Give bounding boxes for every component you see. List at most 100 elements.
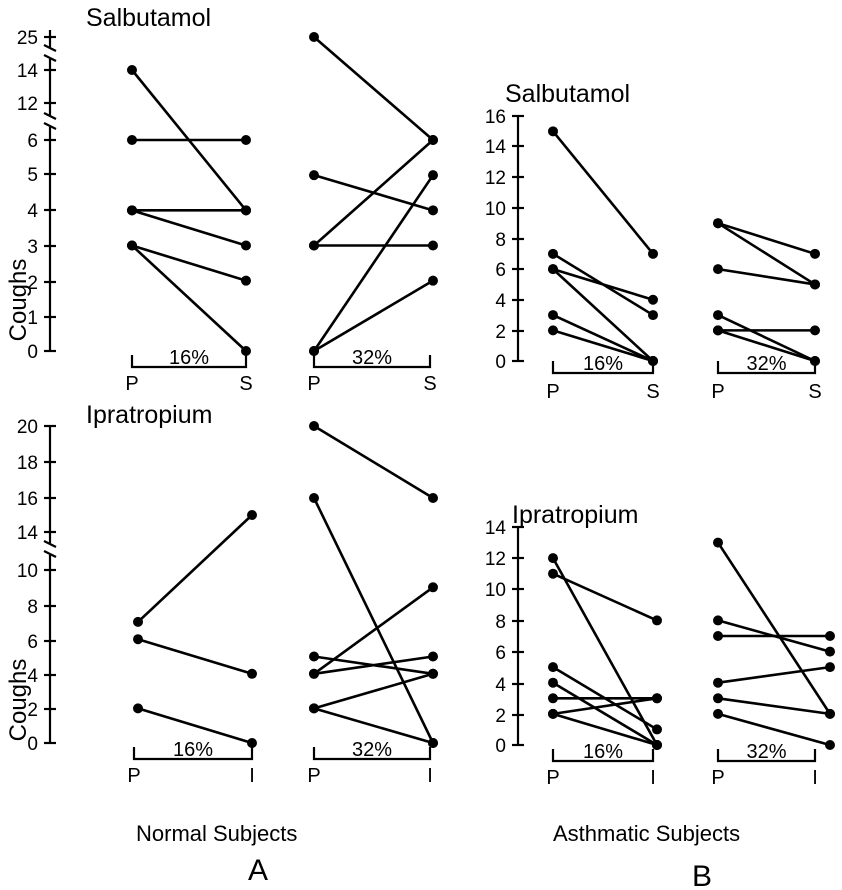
B_ipra-x-label-after: I — [812, 767, 818, 789]
points-layer — [127, 32, 835, 750]
B_ipra-point-after — [825, 740, 835, 750]
A_ipra-condition-label: 32% — [352, 739, 392, 761]
B_salb-pair-line — [717, 222, 816, 286]
B_ipra-x-label-before: P — [546, 767, 559, 789]
B_salb-pair-line — [717, 329, 816, 363]
B_ipra-y-tick-label: 10 — [485, 580, 506, 601]
B_ipra-point-after — [652, 740, 662, 750]
A_salb-point-after — [428, 240, 438, 251]
B_ipra-pair-line — [551, 557, 659, 746]
A_ipra-x-label-after: I — [427, 765, 433, 787]
B_ipra-pair-line — [717, 665, 831, 685]
A_ipra-axis-break-mark — [43, 550, 57, 558]
A_ipra-y-tick-label: 8 — [27, 597, 38, 618]
A_ipra-y-label: Coughs — [5, 659, 32, 742]
A_ipra-condition-label: 16% — [173, 739, 213, 761]
B_salb-point-before — [548, 310, 558, 321]
A_ipra-y-tick-label: 14 — [17, 523, 39, 544]
B_salb-pair-line — [552, 267, 654, 301]
A_ipra-point-after — [428, 738, 438, 748]
B_ipra-title: Ipratropium — [512, 501, 638, 529]
A_salb-point-before — [309, 240, 319, 251]
B_salb-pair-line — [552, 329, 654, 363]
B_ipra-y-tick-label: 12 — [485, 549, 506, 570]
A_salb-condition-label: 16% — [169, 347, 209, 369]
B_salb-y-tick-label: 14 — [485, 137, 507, 158]
B_salb-pair-line — [717, 221, 816, 256]
B_ipra-x-label-before: P — [711, 767, 724, 789]
B_ipra-pair-line — [552, 697, 658, 716]
A_ipra-point-after — [428, 493, 438, 503]
B_salb-y-tick-label: 4 — [495, 291, 506, 312]
A_ipra-pair-line — [137, 707, 253, 745]
A_ipra-y-tick-label: 20 — [17, 417, 38, 438]
B_ipra-point-before — [713, 537, 723, 548]
A_salb-point-after — [241, 205, 251, 216]
A_salb-condition-bracket — [130, 355, 248, 369]
A_salb-point-before — [127, 240, 137, 251]
group-label-asthmatic: Asthmatic Subjects — [553, 821, 740, 846]
A_salb-point-after — [428, 135, 438, 145]
B_salb-point-before — [548, 264, 558, 275]
A_ipra-pair-line — [137, 514, 253, 623]
A_salb-y-tick-label: 0 — [27, 342, 38, 363]
B_ipra-point-after — [825, 631, 835, 641]
B_ipra-point-before — [548, 708, 558, 719]
A_salb-point-before — [309, 346, 319, 356]
panel-letter-a: A — [248, 854, 268, 887]
A_ipra-pair-line — [137, 637, 253, 676]
B_salb-condition-label: 16% — [583, 353, 623, 375]
A_salb-y-tick-label: 4 — [27, 201, 38, 222]
B_ipra-condition-label: 16% — [583, 741, 623, 763]
B_salb-pair-line — [552, 268, 654, 362]
B_ipra-pair-line — [717, 696, 831, 716]
A_ipra-point-after — [247, 668, 257, 679]
A_ipra-x-label-after: I — [249, 765, 255, 787]
A_salb-y-tick-label: 14 — [17, 61, 39, 82]
B_ipra-pair-line — [716, 541, 832, 715]
B_ipra-pair-line — [717, 712, 831, 747]
B_salb-point-before — [713, 325, 723, 336]
B_ipra-y-tick-label: 2 — [495, 706, 506, 727]
A_salb-point-after — [241, 240, 251, 251]
A_salb-point-before — [309, 170, 319, 181]
B_salb-condition-bracket — [716, 361, 817, 375]
A_salb-pair-line — [313, 279, 434, 353]
B_salb-point-before — [713, 310, 723, 321]
A_salb-y-tick-label: 5 — [27, 165, 38, 186]
A_salb-point-after — [428, 170, 438, 181]
B_salb-pair-line — [551, 130, 655, 255]
B_ipra-point-after — [825, 646, 835, 657]
panel-letter-b: B — [692, 860, 712, 890]
A_salb-x-label-before: P — [307, 373, 320, 395]
B_ipra-point-after — [652, 693, 662, 704]
B_salb-point-before — [713, 218, 723, 229]
A_ipra-y-tick-label: 6 — [27, 632, 38, 653]
B_salb-y-tick-label: 8 — [495, 230, 506, 251]
A_ipra-point-before — [133, 616, 143, 627]
B_salb-pair-line — [552, 313, 654, 363]
A_salb-point-before — [309, 32, 319, 42]
B_ipra-condition-bracket — [716, 749, 817, 763]
A_ipra-pair-line — [313, 655, 434, 676]
B_ipra-point-after — [652, 724, 662, 735]
B_salb-y-tick-label: 10 — [485, 199, 506, 220]
A_salb-point-after — [428, 275, 438, 286]
A_salb-x-label-before: P — [125, 373, 138, 395]
B_salb-condition-label: 32% — [746, 353, 786, 375]
B_salb-pair-line — [717, 313, 816, 363]
A_salb-point-after — [241, 346, 251, 356]
A_salb-pair-line — [131, 209, 247, 247]
A_salb-axis-break-mark — [43, 54, 57, 62]
A_ipra-axis-break-mark — [43, 540, 57, 548]
B_ipra-condition-label: 32% — [746, 741, 786, 763]
B_salb-point-after — [648, 356, 658, 366]
A_ipra-y-tick-label: 18 — [17, 453, 38, 474]
A_ipra-y-tick-label: 2 — [27, 700, 38, 721]
A_salb-y-tick-label: 12 — [17, 94, 38, 115]
B_salb-point-after — [810, 325, 820, 336]
A_salb-pair-line — [131, 244, 247, 282]
B_ipra-y-tick-label: 4 — [495, 675, 506, 696]
